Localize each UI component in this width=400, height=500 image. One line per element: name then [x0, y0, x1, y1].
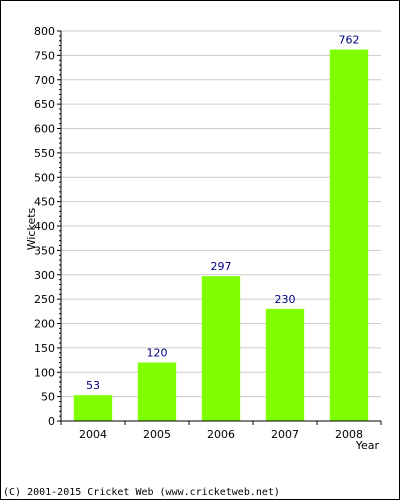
y-tick-label: 200	[34, 318, 55, 331]
bar-value-label: 230	[275, 293, 296, 306]
y-tick-label: 100	[34, 366, 55, 379]
bar-2007	[265, 308, 305, 421]
bar-2004	[73, 395, 113, 421]
bar-value-label: 53	[86, 379, 100, 392]
y-tick-label: 700	[34, 74, 55, 87]
y-tick-label: 500	[34, 171, 55, 184]
y-tick-label: 50	[41, 391, 55, 404]
y-tick-label: 600	[34, 123, 55, 136]
x-axis-label: Year	[355, 439, 380, 452]
bars	[73, 49, 369, 422]
bar-2006	[201, 276, 241, 421]
axes	[57, 30, 382, 425]
y-tick-label: 550	[34, 147, 55, 160]
footer-credit: (C) 2001-2015 Cricket Web (www.cricketwe…	[3, 487, 280, 498]
bar-value-label: 297	[211, 260, 232, 273]
x-tick-label: 2007	[271, 428, 299, 441]
y-tick-label: 450	[34, 196, 55, 209]
y-tick-label: 250	[34, 293, 55, 306]
y-tick-label: 800	[34, 25, 55, 38]
y-tick-label: 350	[34, 244, 55, 257]
x-tick-label: 2006	[207, 428, 235, 441]
y-tick-label: 0	[48, 415, 55, 428]
y-tick-label: 400	[34, 220, 55, 233]
y-tick-label: 300	[34, 269, 55, 282]
bar-value-label: 120	[147, 347, 168, 360]
labels: 0 50 100 150 200 250 300 350 400 450 500 550 600 650 7…	[34, 25, 363, 441]
y-tick-label: 650	[34, 98, 55, 111]
y-tick-label: 150	[34, 342, 55, 355]
y-tick-label: 750	[34, 49, 55, 62]
bar-2008	[329, 49, 369, 422]
bar-value-label: 762	[339, 34, 360, 47]
x-tick-label: 2008	[335, 428, 363, 441]
y-axis-label: Wickets	[25, 207, 38, 250]
x-tick-label: 2005	[143, 428, 171, 441]
x-tick-label: 2004	[79, 428, 107, 441]
bar-2005	[137, 362, 177, 421]
